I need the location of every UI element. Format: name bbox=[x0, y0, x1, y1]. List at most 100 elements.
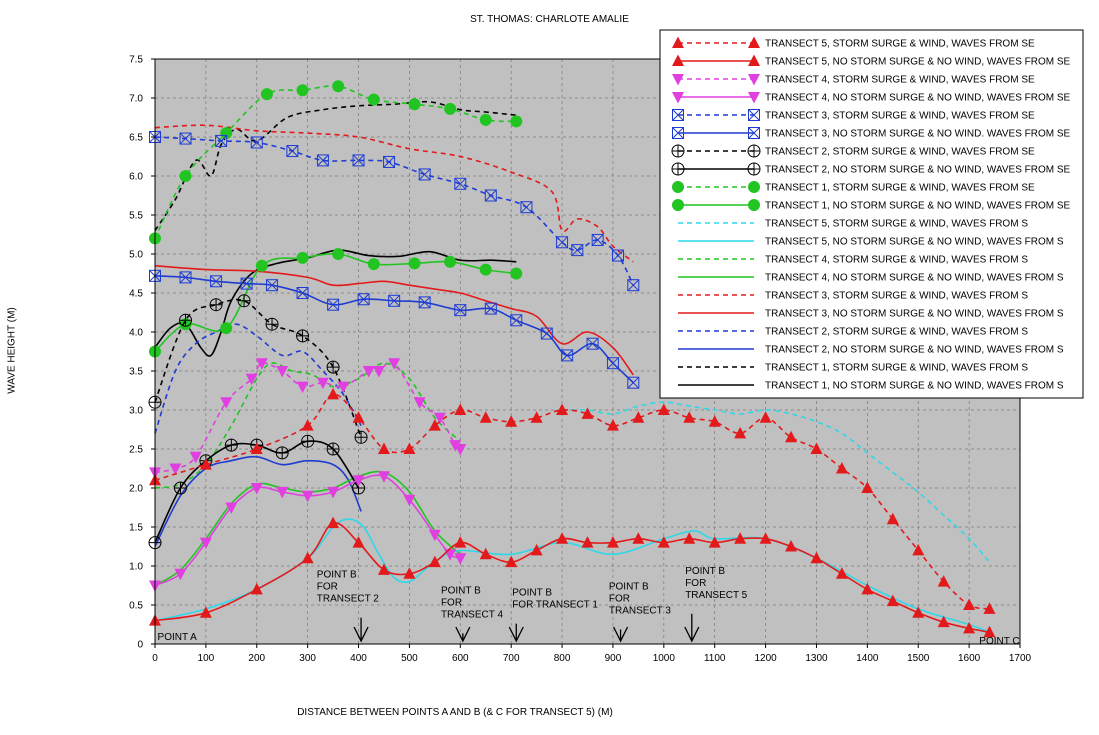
data-point bbox=[220, 127, 233, 140]
data-point bbox=[266, 279, 279, 292]
data-point bbox=[316, 377, 329, 390]
data-point bbox=[210, 275, 223, 288]
data-point bbox=[683, 532, 696, 544]
data-point bbox=[327, 298, 340, 311]
data-point bbox=[296, 287, 309, 299]
legend-label: TRANSECT 2, NO STORM SURGE & NO WIND, WA… bbox=[765, 165, 1071, 176]
data-point bbox=[199, 537, 212, 550]
data-point bbox=[255, 358, 268, 370]
data-point bbox=[586, 337, 599, 350]
legend-entry: TRANSECT 5, NO STORM SURGE & NO WIND, WA… bbox=[672, 54, 1071, 68]
data-point bbox=[484, 302, 497, 315]
data-point bbox=[179, 170, 192, 182]
series-9 bbox=[149, 80, 523, 245]
data-point bbox=[454, 553, 467, 565]
annotation-text: POINT C bbox=[979, 636, 1019, 647]
data-point bbox=[301, 419, 314, 431]
data-point bbox=[352, 475, 365, 487]
data-point bbox=[301, 551, 314, 564]
data-point bbox=[403, 494, 416, 507]
data-point bbox=[983, 602, 996, 614]
arrow-head bbox=[455, 626, 471, 643]
annotation-7: POINT C bbox=[979, 636, 1019, 647]
legend-marker bbox=[748, 109, 760, 121]
series-line bbox=[562, 401, 991, 563]
annotation-text: FOR bbox=[685, 578, 706, 589]
legend-entry: TRANSECT 1, NO STORM SURGE & NO WIND, WA… bbox=[672, 199, 1071, 212]
data-point bbox=[785, 430, 798, 443]
series-line bbox=[154, 249, 517, 357]
data-point bbox=[250, 483, 263, 495]
legend-entry: TRANSECT 2, STORM SURGE & WIND, WAVES FR… bbox=[671, 144, 1035, 158]
data-point bbox=[734, 426, 747, 439]
x-tick-label: 700 bbox=[503, 653, 520, 664]
data-point bbox=[245, 373, 258, 386]
legend-entry: TRANSECT 5, STORM SURGE & WIND, WAVES FR… bbox=[678, 219, 1028, 230]
y-tick-label: 3.0 bbox=[129, 406, 143, 417]
data-point bbox=[520, 201, 533, 214]
data-point bbox=[810, 551, 823, 564]
legend-entry: TRANSECT 5, NO STORM SURGE & NO WIND, WA… bbox=[678, 237, 1064, 248]
data-point bbox=[179, 313, 193, 327]
annotation-text: FOR bbox=[317, 582, 338, 593]
x-tick-label: 1000 bbox=[653, 653, 676, 664]
series-group bbox=[148, 80, 996, 638]
data-point bbox=[428, 555, 441, 568]
y-tick-label: 5.5 bbox=[129, 211, 143, 222]
data-point bbox=[606, 419, 619, 431]
annotation-text: TRANSECT 4 bbox=[441, 609, 503, 620]
data-point bbox=[260, 88, 273, 101]
x-tick-label: 1400 bbox=[856, 653, 879, 664]
data-point bbox=[220, 322, 233, 335]
data-point bbox=[296, 329, 310, 343]
legend-marker bbox=[671, 144, 685, 158]
data-point bbox=[199, 458, 212, 470]
data-point bbox=[591, 233, 604, 246]
legend-label: TRANSECT 5, NO STORM SURGE & NO WIND, WA… bbox=[765, 237, 1064, 248]
data-point bbox=[835, 462, 848, 474]
data-point bbox=[581, 407, 594, 419]
data-point bbox=[454, 177, 467, 190]
data-point bbox=[286, 145, 299, 158]
data-point bbox=[327, 516, 340, 529]
data-point bbox=[963, 598, 976, 610]
data-point bbox=[627, 376, 640, 389]
legend-marker bbox=[672, 181, 684, 193]
data-point bbox=[734, 532, 747, 544]
legend-marker bbox=[672, 127, 684, 139]
series-line bbox=[154, 275, 634, 384]
data-point bbox=[301, 434, 315, 448]
y-tick-label: 0 bbox=[137, 640, 143, 651]
annotation-1: POINT A bbox=[158, 632, 198, 643]
legend-marker bbox=[672, 74, 684, 86]
data-point bbox=[332, 80, 345, 93]
data-point bbox=[627, 279, 640, 292]
data-point bbox=[540, 327, 553, 340]
x-tick-label: 800 bbox=[554, 653, 571, 664]
legend-label: TRANSECT 2, STORM SURGE & WIND, WAVES FR… bbox=[765, 327, 1028, 338]
data-point bbox=[326, 442, 340, 456]
series-line bbox=[154, 455, 362, 547]
data-point bbox=[169, 463, 182, 475]
data-point bbox=[454, 536, 467, 548]
data-point bbox=[250, 136, 263, 149]
data-point bbox=[428, 419, 441, 431]
data-point bbox=[510, 115, 523, 128]
annotation-text: POINT B bbox=[685, 566, 725, 577]
data-point bbox=[657, 403, 670, 415]
legend-marker bbox=[747, 144, 761, 158]
series-2 bbox=[149, 516, 996, 638]
series-line bbox=[154, 298, 362, 438]
data-point bbox=[759, 411, 772, 423]
legend-marker bbox=[672, 36, 684, 48]
data-point bbox=[224, 438, 238, 452]
x-tick-label: 1100 bbox=[704, 653, 726, 664]
legend: TRANSECT 5, STORM SURGE & WIND, WAVES FR… bbox=[659, 29, 1084, 399]
data-point bbox=[530, 411, 543, 423]
data-point bbox=[556, 403, 569, 415]
legend-marker bbox=[748, 127, 760, 139]
data-point bbox=[657, 536, 670, 548]
data-point bbox=[199, 606, 212, 618]
legend-label: TRANSECT 4, NO STORM SURGE & NO WIND, WA… bbox=[765, 93, 1071, 104]
